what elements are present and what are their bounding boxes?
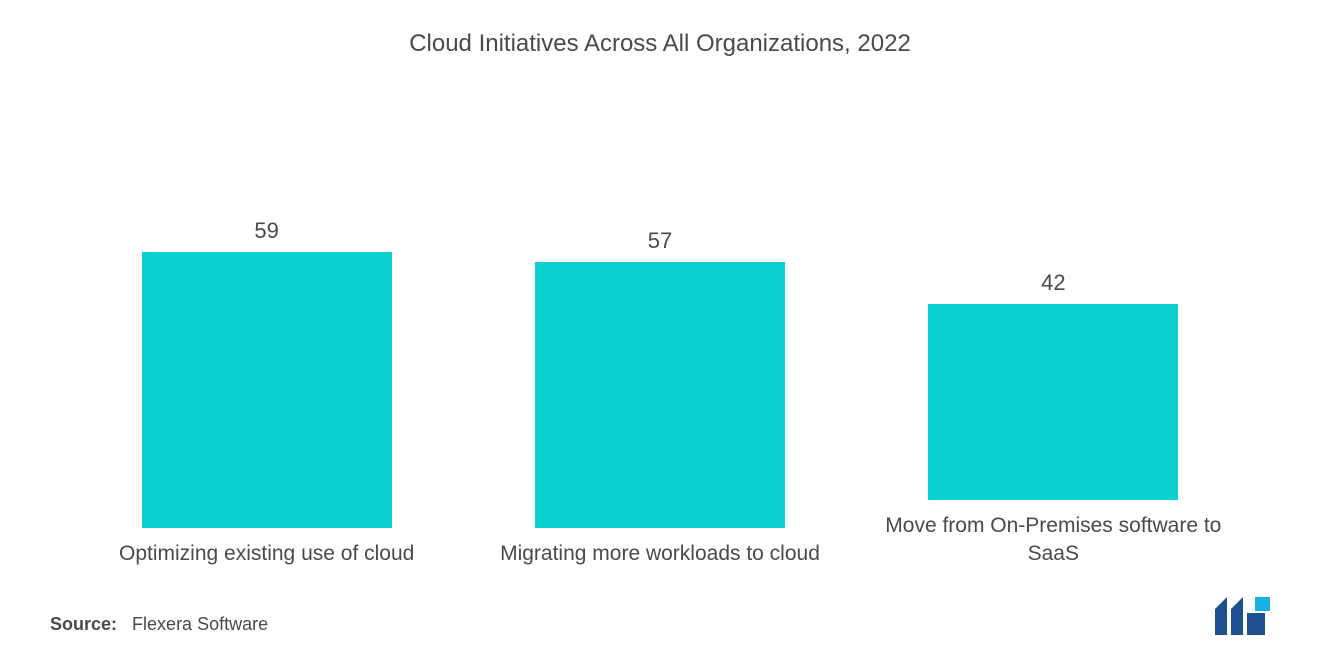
bar xyxy=(928,304,1178,500)
chart-container: Cloud Initiatives Across All Organizatio… xyxy=(0,0,1320,665)
mordor-logo-icon xyxy=(1215,597,1270,635)
bar xyxy=(535,262,785,528)
bar-group: 42 Move from On-Premises software to SaaS xyxy=(857,270,1250,567)
source-line: Source: Flexera Software xyxy=(50,614,268,635)
bar-category-label: Migrating more workloads to cloud xyxy=(500,540,820,567)
bar xyxy=(142,252,392,527)
bar-category-label: Optimizing existing use of cloud xyxy=(119,540,414,567)
bar-value-label: 59 xyxy=(254,218,278,244)
brand-logo xyxy=(1215,597,1270,635)
bar-category-label: Move from On-Premises software to SaaS xyxy=(873,512,1233,567)
bar-group: 57 Migrating more workloads to cloud xyxy=(463,228,856,567)
source-label: Source: xyxy=(50,614,117,634)
source-value: Flexera Software xyxy=(132,614,268,634)
chart-title: Cloud Initiatives Across All Organizatio… xyxy=(50,30,1270,58)
chart-footer: Source: Flexera Software xyxy=(50,577,1270,645)
bar-group: 59 Optimizing existing use of cloud xyxy=(70,218,463,567)
plot-area: 59 Optimizing existing use of cloud 57 Migr… xyxy=(50,118,1270,567)
bar-value-label: 42 xyxy=(1041,270,1065,296)
bar-value-label: 57 xyxy=(648,228,672,254)
